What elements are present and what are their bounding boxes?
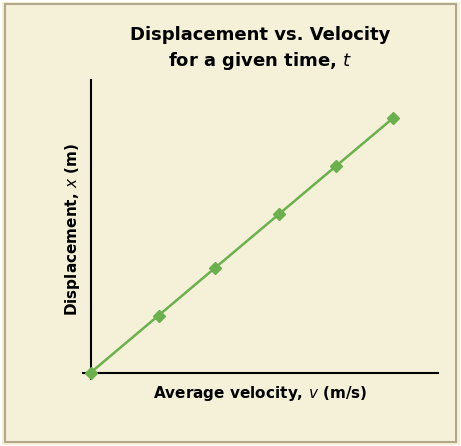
Y-axis label: Displacement, $\mathbf{\mathit{x}}$ (m): Displacement, $\mathbf{\mathit{x}}$ (m)	[63, 143, 82, 316]
X-axis label: Average velocity, $\mathbf{\mathit{v}}$ (m/s): Average velocity, $\mathbf{\mathit{v}}$ …	[153, 384, 368, 403]
Title: Displacement vs. Velocity
for a given time, $\mathbf{\mathit{t}}$: Displacement vs. Velocity for a given ti…	[130, 26, 390, 72]
